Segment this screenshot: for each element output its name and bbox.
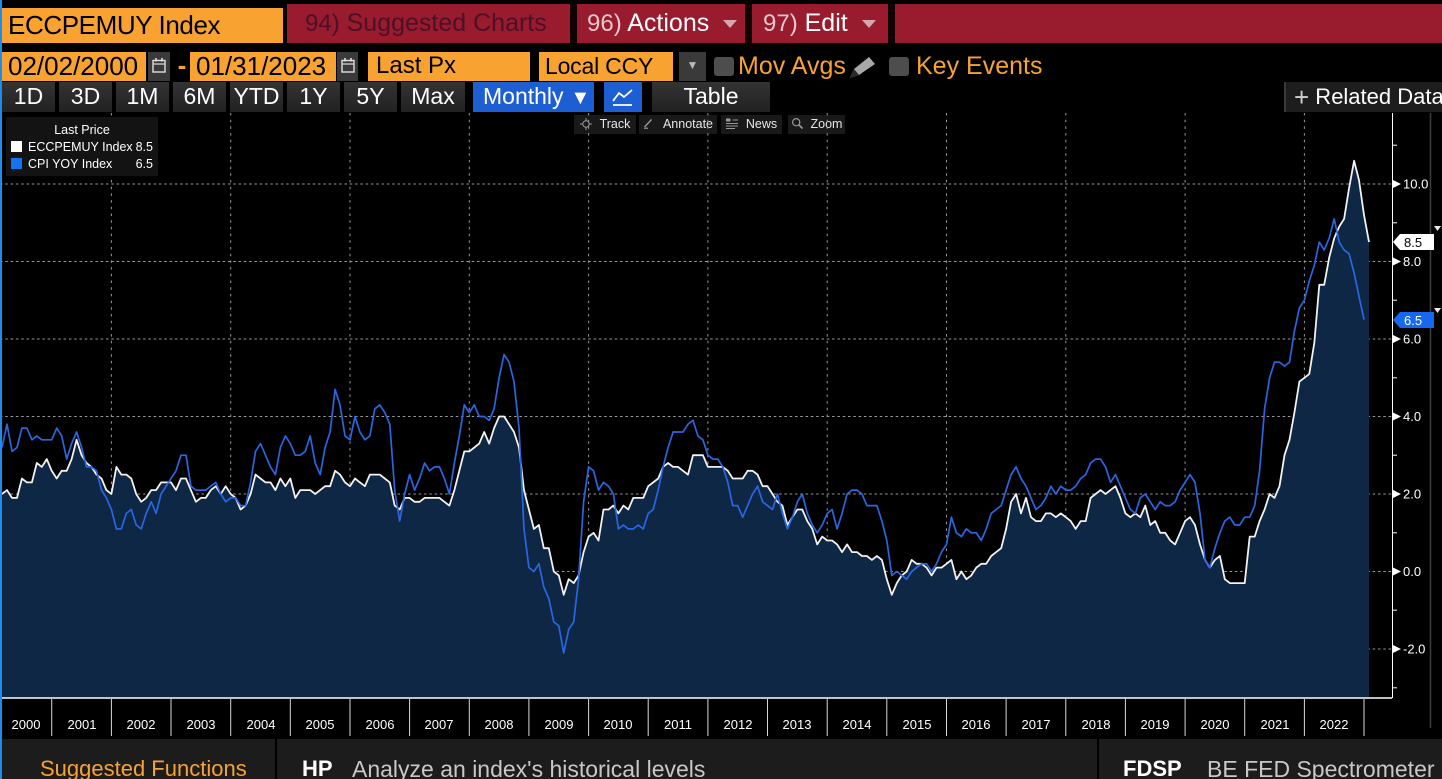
svg-text:2020: 2020 xyxy=(1201,717,1230,732)
svg-text:2005: 2005 xyxy=(306,717,335,732)
svg-text:2018: 2018 xyxy=(1082,717,1111,732)
svg-text:2017: 2017 xyxy=(1022,717,1051,732)
svg-text:2007: 2007 xyxy=(425,717,454,732)
svg-text:2001: 2001 xyxy=(68,717,97,732)
svg-text:2021: 2021 xyxy=(1261,717,1290,732)
svg-text:8.0: 8.0 xyxy=(1403,254,1421,269)
svg-text:6.5: 6.5 xyxy=(1404,313,1422,328)
svg-text:2014: 2014 xyxy=(843,717,872,732)
svg-text:2016: 2016 xyxy=(962,717,991,732)
svg-text:8.5: 8.5 xyxy=(1404,235,1422,250)
svg-text:2013: 2013 xyxy=(783,717,812,732)
svg-text:2008: 2008 xyxy=(485,717,514,732)
svg-text:2000: 2000 xyxy=(12,717,41,732)
svg-text:2002: 2002 xyxy=(127,717,156,732)
svg-text:0.0: 0.0 xyxy=(1403,564,1421,579)
svg-text:2006: 2006 xyxy=(366,717,395,732)
svg-text:2011: 2011 xyxy=(664,717,692,732)
svg-text:2.0: 2.0 xyxy=(1403,487,1421,502)
svg-text:2004: 2004 xyxy=(247,717,276,732)
svg-text:2015: 2015 xyxy=(903,717,932,732)
svg-text:2012: 2012 xyxy=(724,717,753,732)
svg-text:2019: 2019 xyxy=(1141,717,1170,732)
svg-text:2003: 2003 xyxy=(187,717,216,732)
svg-text:10.0: 10.0 xyxy=(1403,177,1428,192)
svg-text:4.0: 4.0 xyxy=(1403,409,1421,424)
svg-text:2022: 2022 xyxy=(1320,717,1349,732)
svg-text:-2.0: -2.0 xyxy=(1403,642,1425,657)
svg-text:6.0: 6.0 xyxy=(1403,332,1421,347)
svg-text:2010: 2010 xyxy=(604,717,633,732)
svg-text:2009: 2009 xyxy=(545,717,574,732)
